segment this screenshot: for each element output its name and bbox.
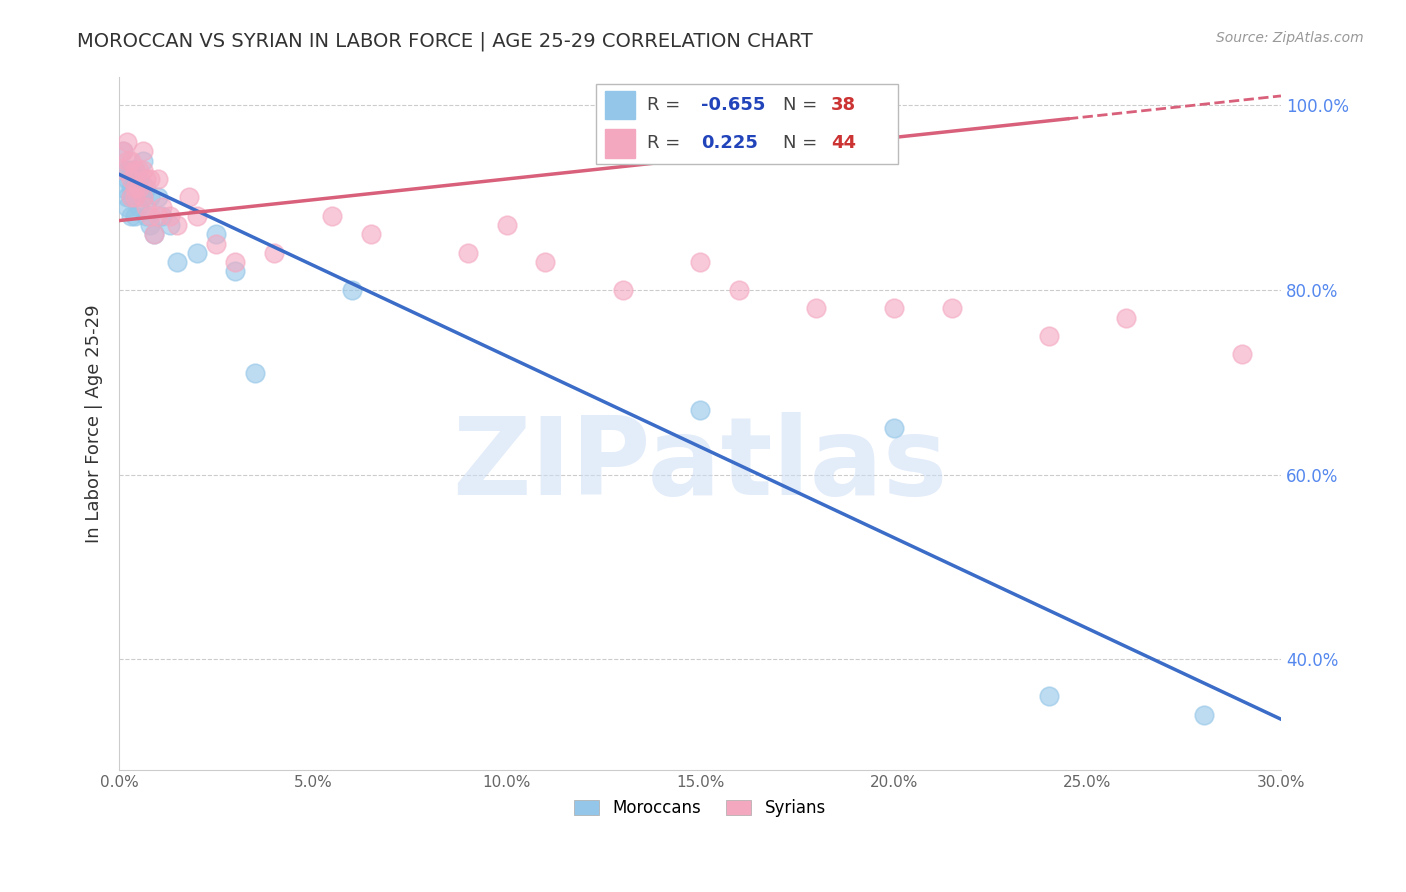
Point xyxy=(205,227,228,242)
Point xyxy=(115,162,138,177)
Point xyxy=(139,172,162,186)
Point xyxy=(941,301,963,316)
Point xyxy=(143,227,166,242)
Point xyxy=(128,172,150,186)
Point xyxy=(135,181,157,195)
Point xyxy=(1232,347,1254,361)
Point xyxy=(1192,707,1215,722)
Point xyxy=(689,255,711,269)
Text: ZIPatlas: ZIPatlas xyxy=(453,412,948,518)
Point xyxy=(457,246,479,260)
Point xyxy=(115,153,138,168)
Point xyxy=(340,283,363,297)
Point xyxy=(1115,310,1137,325)
Point xyxy=(1038,329,1060,343)
Point xyxy=(124,181,146,195)
Point xyxy=(321,209,343,223)
Point xyxy=(806,301,828,316)
Point xyxy=(131,162,153,177)
Point xyxy=(135,200,157,214)
Point xyxy=(115,172,138,186)
Point xyxy=(115,135,138,149)
Point xyxy=(120,181,142,195)
Point xyxy=(166,255,188,269)
Point xyxy=(612,283,634,297)
Point xyxy=(146,172,169,186)
Point xyxy=(139,190,162,204)
Point xyxy=(112,145,135,159)
Point xyxy=(150,200,173,214)
Point xyxy=(124,190,146,204)
Point xyxy=(139,209,162,223)
Point xyxy=(124,209,146,223)
Point xyxy=(177,190,200,204)
Point xyxy=(120,172,142,186)
Point xyxy=(124,172,146,186)
Point xyxy=(1038,689,1060,703)
Point xyxy=(150,209,173,223)
Point xyxy=(159,218,181,232)
Point xyxy=(159,209,181,223)
Point xyxy=(128,181,150,195)
Point xyxy=(131,190,153,204)
Point xyxy=(186,209,208,223)
Point xyxy=(495,218,517,232)
Point xyxy=(186,246,208,260)
Point xyxy=(128,200,150,214)
Point xyxy=(166,218,188,232)
Point xyxy=(112,145,135,159)
Point xyxy=(124,190,146,204)
Point xyxy=(139,218,162,232)
Point xyxy=(131,190,153,204)
Point xyxy=(115,190,138,204)
Text: MOROCCAN VS SYRIAN IN LABOR FORCE | AGE 25-29 CORRELATION CHART: MOROCCAN VS SYRIAN IN LABOR FORCE | AGE … xyxy=(77,31,813,51)
Point xyxy=(112,162,135,177)
Point xyxy=(120,153,142,168)
Y-axis label: In Labor Force | Age 25-29: In Labor Force | Age 25-29 xyxy=(86,304,103,543)
Point xyxy=(120,190,142,204)
Point xyxy=(360,227,382,242)
Point xyxy=(224,255,246,269)
Point xyxy=(143,227,166,242)
Point xyxy=(124,162,146,177)
Point xyxy=(135,172,157,186)
Point xyxy=(883,421,905,435)
Point xyxy=(146,190,169,204)
Point xyxy=(120,162,142,177)
Point xyxy=(120,190,142,204)
Point xyxy=(131,145,153,159)
Point xyxy=(131,153,153,168)
Point xyxy=(883,301,905,316)
Legend: Moroccans, Syrians: Moroccans, Syrians xyxy=(568,793,832,824)
Point xyxy=(146,209,169,223)
Point xyxy=(112,181,135,195)
Point xyxy=(727,283,749,297)
Point xyxy=(224,264,246,278)
Text: Source: ZipAtlas.com: Source: ZipAtlas.com xyxy=(1216,31,1364,45)
Point xyxy=(112,162,135,177)
Point xyxy=(263,246,285,260)
Point xyxy=(124,162,146,177)
Point xyxy=(128,162,150,177)
Point xyxy=(128,181,150,195)
Point xyxy=(120,209,142,223)
Point xyxy=(205,236,228,251)
Point xyxy=(115,200,138,214)
Point xyxy=(534,255,557,269)
Point xyxy=(689,402,711,417)
Point xyxy=(243,366,266,380)
Point xyxy=(135,209,157,223)
